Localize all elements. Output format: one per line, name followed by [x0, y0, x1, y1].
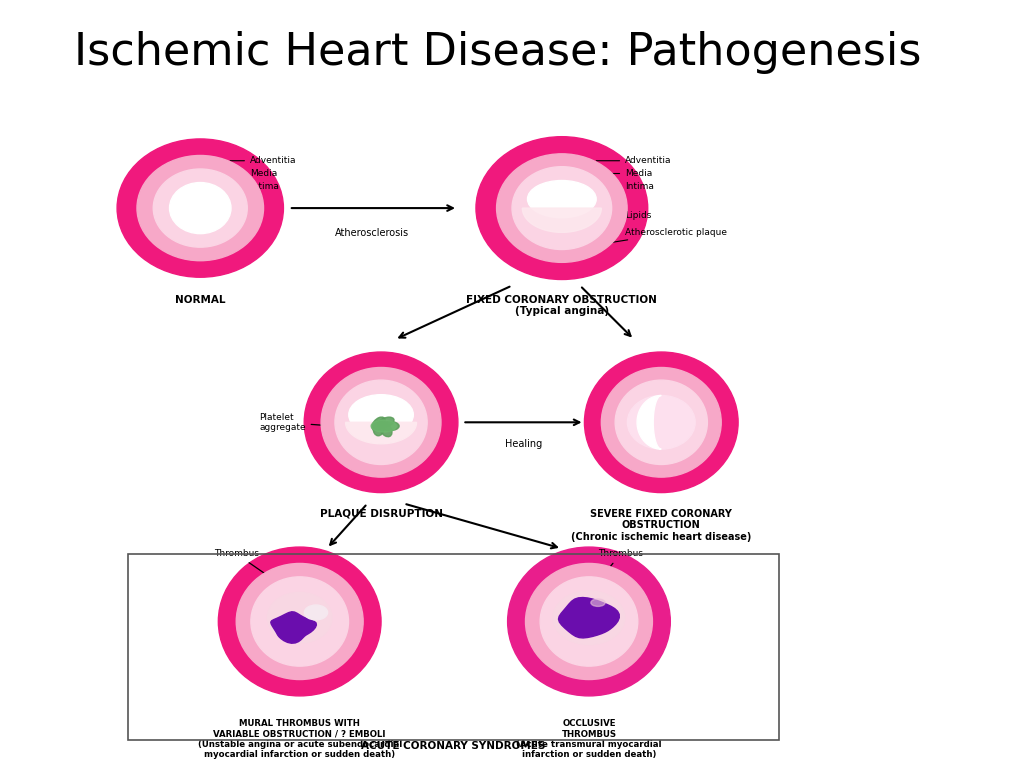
Ellipse shape — [237, 564, 364, 680]
Circle shape — [170, 183, 231, 233]
Ellipse shape — [378, 417, 394, 428]
Text: OCCLUSIVE
THROMBUS
(Acute transmural myocardial
infarction or sudden death): OCCLUSIVE THROMBUS (Acute transmural myo… — [516, 719, 662, 760]
Text: NORMAL: NORMAL — [175, 294, 225, 305]
Ellipse shape — [380, 422, 392, 437]
Text: ACUTE CORONARY SYNDROMES: ACUTE CORONARY SYNDROMES — [361, 741, 546, 751]
Text: Ischemic Heart Disease: Pathogenesis: Ischemic Heart Disease: Pathogenesis — [74, 31, 921, 74]
Text: SEVERE FIXED CORONARY
OBSTRUCTION
(Chronic ischemic heart disease): SEVERE FIXED CORONARY OBSTRUCTION (Chron… — [571, 508, 752, 542]
Text: Lipids: Lipids — [587, 211, 651, 224]
Ellipse shape — [525, 564, 652, 680]
Ellipse shape — [540, 577, 638, 666]
Polygon shape — [345, 422, 417, 444]
Text: Healing: Healing — [505, 439, 543, 449]
Ellipse shape — [372, 417, 385, 431]
Ellipse shape — [267, 592, 332, 643]
Ellipse shape — [628, 396, 695, 449]
Ellipse shape — [304, 605, 328, 620]
Polygon shape — [637, 396, 662, 449]
Text: Thrombus: Thrombus — [214, 549, 298, 597]
Circle shape — [154, 169, 247, 247]
Ellipse shape — [373, 421, 384, 435]
Ellipse shape — [591, 599, 605, 607]
Polygon shape — [558, 598, 620, 638]
Ellipse shape — [585, 352, 738, 492]
Ellipse shape — [218, 547, 381, 696]
Circle shape — [137, 155, 263, 260]
Text: Thrombus: Thrombus — [587, 549, 643, 596]
Text: Intima: Intima — [222, 182, 279, 190]
Text: Platelet
aggregate: Platelet aggregate — [259, 412, 381, 432]
Text: Intima: Intima — [587, 182, 654, 190]
Ellipse shape — [527, 180, 596, 217]
Ellipse shape — [615, 380, 708, 465]
Text: Adventitia: Adventitia — [596, 156, 672, 165]
Ellipse shape — [512, 167, 611, 250]
Ellipse shape — [251, 577, 348, 666]
Text: Atherosclerosis: Atherosclerosis — [335, 228, 409, 238]
Ellipse shape — [553, 591, 625, 644]
Ellipse shape — [601, 367, 721, 477]
Text: Atherosclerotic plaque: Atherosclerotic plaque — [585, 227, 727, 247]
Ellipse shape — [508, 547, 671, 696]
Ellipse shape — [335, 380, 427, 465]
Text: Media: Media — [594, 169, 652, 178]
Text: MURAL THROMBUS WITH
VARIABLE OBSTRUCTION / ? EMBOLI
(Unstable angina or acute su: MURAL THROMBUS WITH VARIABLE OBSTRUCTION… — [198, 719, 401, 760]
Ellipse shape — [371, 420, 396, 432]
Ellipse shape — [304, 352, 458, 492]
Text: FIXED CORONARY OBSTRUCTION
(Typical angina): FIXED CORONARY OBSTRUCTION (Typical angi… — [466, 294, 657, 316]
Text: Media: Media — [227, 169, 278, 178]
Text: Adventitia: Adventitia — [230, 156, 297, 165]
Ellipse shape — [349, 395, 414, 435]
Text: PLAQUE DISRUPTION: PLAQUE DISRUPTION — [319, 508, 442, 518]
Polygon shape — [270, 612, 316, 644]
Polygon shape — [522, 208, 601, 233]
Circle shape — [117, 139, 284, 277]
Ellipse shape — [322, 367, 441, 477]
Ellipse shape — [381, 422, 399, 431]
Ellipse shape — [497, 154, 627, 263]
Ellipse shape — [476, 137, 648, 280]
